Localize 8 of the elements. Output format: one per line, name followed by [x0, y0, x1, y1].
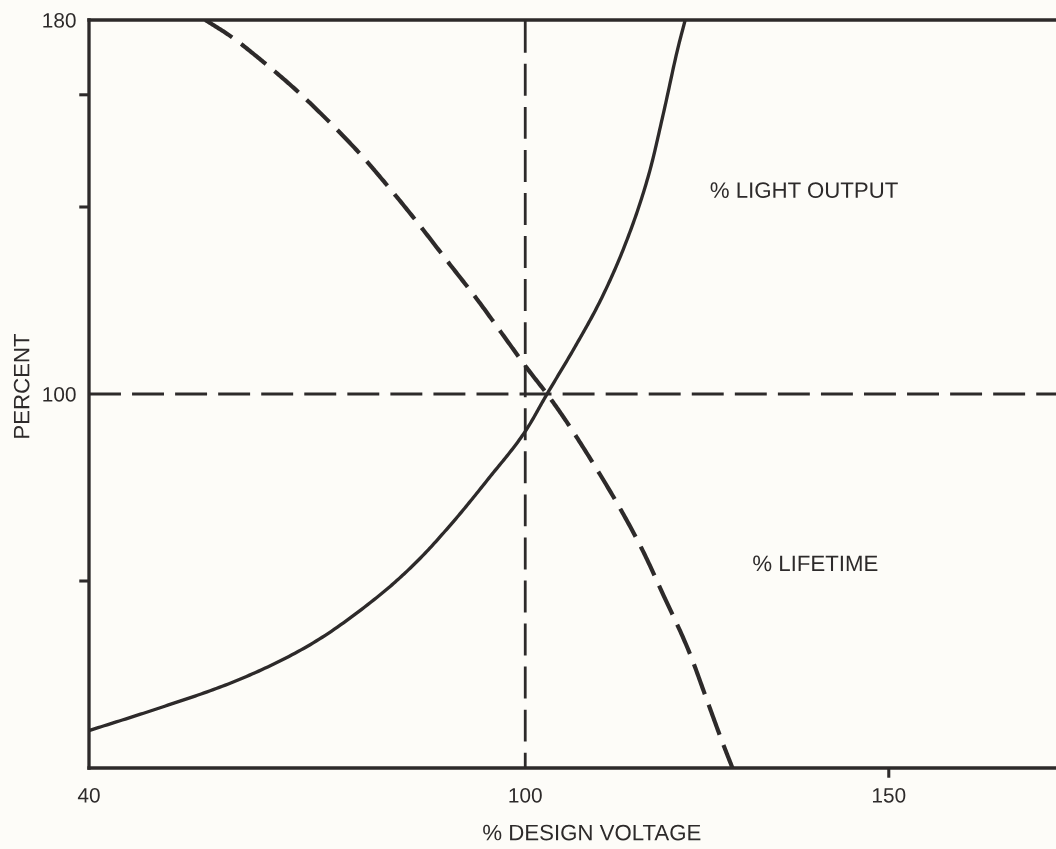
x-tick-label: 100	[509, 787, 542, 803]
text: % LIGHT OUTPUT	[710, 182, 898, 199]
x-tick-label: 150	[872, 787, 906, 803]
y-tick-label: 180	[43, 13, 76, 28]
y-axis-title: PERCENT	[13, 333, 30, 438]
x-axis-title: % DESIGN VOLTAGE	[483, 824, 701, 841]
text: % LIFETIME	[753, 555, 878, 572]
x-tick-label: 40	[77, 787, 100, 803]
